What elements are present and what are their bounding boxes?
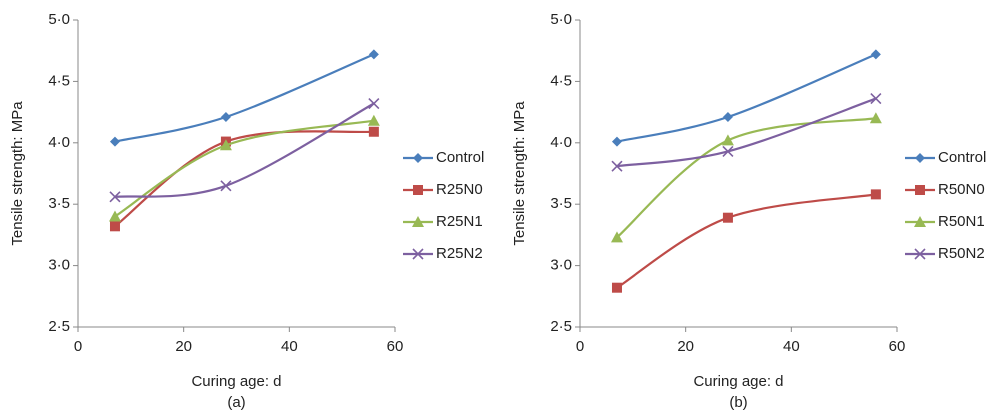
marker: [611, 160, 623, 172]
legend-marker: [413, 153, 423, 163]
x-axis-label: Curing age: d: [191, 373, 281, 390]
legend-marker: [914, 248, 926, 260]
legend-marker: [412, 248, 424, 260]
marker: [870, 189, 881, 200]
marker: [611, 282, 622, 293]
x-tick-label: 0: [576, 338, 584, 355]
x-tick-label: 0: [74, 338, 82, 355]
marker: [722, 212, 733, 223]
legend-marker: [413, 185, 423, 195]
legend-label: Control: [938, 149, 986, 166]
legend-label: R50N2: [938, 245, 985, 262]
y-tick-label: 2·5: [48, 318, 70, 335]
x-tick-label: 60: [387, 338, 404, 355]
legend-label: R50N1: [938, 213, 985, 230]
marker: [108, 210, 121, 222]
marker: [721, 134, 734, 146]
y-tick-label: 3·0: [550, 257, 572, 274]
y-tick-label: 4·0: [550, 134, 572, 151]
legend-marker: [914, 216, 926, 227]
legend-label: R25N0: [436, 181, 483, 198]
y-tick-label: 5·0: [550, 11, 572, 28]
legend-label: R25N2: [436, 245, 483, 262]
legend-label: R50N0: [938, 181, 985, 198]
legend-marker: [915, 153, 925, 163]
marker: [722, 112, 733, 123]
marker: [109, 136, 120, 147]
marker: [109, 191, 121, 203]
marker: [367, 114, 380, 126]
y-tick-label: 3·0: [48, 257, 70, 274]
caption: (a): [227, 394, 245, 411]
marker: [368, 97, 380, 110]
marker: [722, 145, 734, 157]
y-tick-label: 2·5: [550, 318, 572, 335]
x-tick-label: 20: [175, 338, 192, 355]
legend-label: R25N1: [436, 213, 483, 230]
y-axis-label: Tensile strength: MPa: [511, 101, 528, 246]
marker: [368, 126, 379, 137]
marker: [870, 49, 881, 60]
legend-label: Control: [436, 149, 484, 166]
y-axis-label: Tensile strength: MPa: [9, 101, 26, 246]
marker: [610, 231, 623, 243]
series-line: [616, 97, 877, 168]
y-tick-label: 4·5: [550, 72, 572, 89]
legend-marker: [412, 216, 424, 227]
y-tick-label: 4·5: [48, 72, 70, 89]
marker: [869, 112, 882, 124]
legend-marker: [915, 185, 925, 195]
marker: [109, 221, 120, 232]
marker: [220, 180, 232, 192]
y-tick-label: 3·5: [550, 195, 572, 212]
y-tick-label: 3·5: [48, 195, 70, 212]
series-line: [616, 117, 877, 239]
series-line: [616, 193, 877, 289]
marker: [368, 49, 379, 60]
series-line: [616, 53, 877, 143]
x-tick-label: 60: [889, 338, 906, 355]
y-tick-label: 5·0: [48, 11, 70, 28]
x-tick-label: 20: [677, 338, 694, 355]
marker: [220, 112, 231, 123]
x-tick-label: 40: [281, 338, 298, 355]
x-axis-label: Curing age: d: [693, 373, 783, 390]
marker: [219, 139, 232, 151]
marker: [870, 93, 882, 105]
series-line: [114, 53, 375, 143]
x-tick-label: 40: [783, 338, 800, 355]
caption: (b): [729, 394, 747, 411]
marker: [611, 136, 622, 147]
y-tick-label: 4·0: [48, 134, 70, 151]
series-line: [114, 102, 375, 198]
